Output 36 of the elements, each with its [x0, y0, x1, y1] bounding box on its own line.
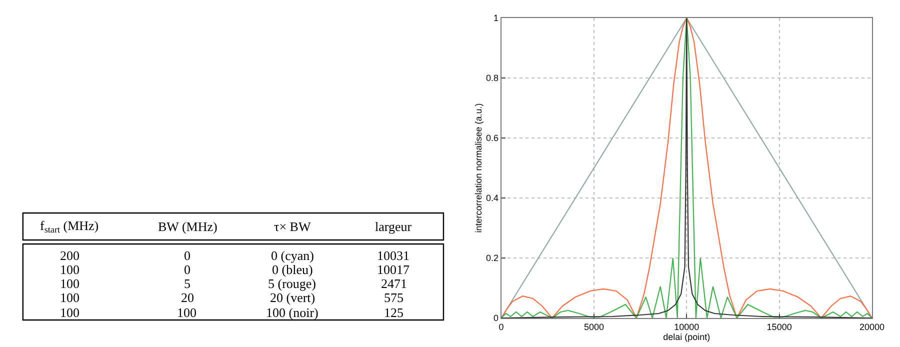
x-axis-title: delai (point)	[663, 332, 710, 342]
y-tick-label: 0.4	[486, 193, 498, 204]
text: 5	[184, 276, 190, 291]
category-label: largeur	[375, 219, 412, 234]
y-tick-label: 0	[493, 313, 498, 324]
text: 575	[384, 290, 404, 305]
text: 0	[184, 248, 190, 263]
y-axis-title: intercorrelation normalisee (a.u.)	[473, 103, 484, 233]
text: 100	[177, 305, 196, 320]
text: 5 (rouge)	[268, 276, 316, 291]
text: 0 (cyan)	[271, 248, 314, 263]
text: 10031	[377, 248, 410, 263]
text: 100	[60, 276, 80, 291]
text: 0	[184, 262, 190, 277]
y-tick-label: 0.2	[486, 253, 498, 264]
text: 10017	[377, 262, 410, 277]
text: 0 (bleu)	[272, 262, 313, 277]
x-tick-label: 20000	[859, 322, 885, 332]
y-tick-label: 0.8	[486, 73, 498, 84]
text: 200	[60, 248, 80, 263]
category-label: f$_{start}$ (MHz)	[40, 218, 99, 235]
text: 20 (vert)	[270, 290, 316, 305]
x-tick-label: 5000	[584, 322, 604, 332]
category-label: τ× BW	[274, 219, 312, 234]
y-tick-label: 1	[493, 13, 498, 24]
text: 2471	[381, 276, 407, 291]
y-tick-label: 0.6	[486, 133, 498, 144]
text: 125	[384, 305, 404, 320]
text: 20	[181, 290, 194, 305]
x-tick-label: 15000	[766, 322, 792, 332]
text: 100	[60, 262, 80, 277]
text: 100	[60, 290, 80, 305]
text: 100 (noir)	[266, 305, 318, 320]
x-tick-label: 10000	[674, 322, 700, 332]
category-label: BW (MHz)	[158, 219, 218, 234]
text: 100	[60, 305, 80, 320]
